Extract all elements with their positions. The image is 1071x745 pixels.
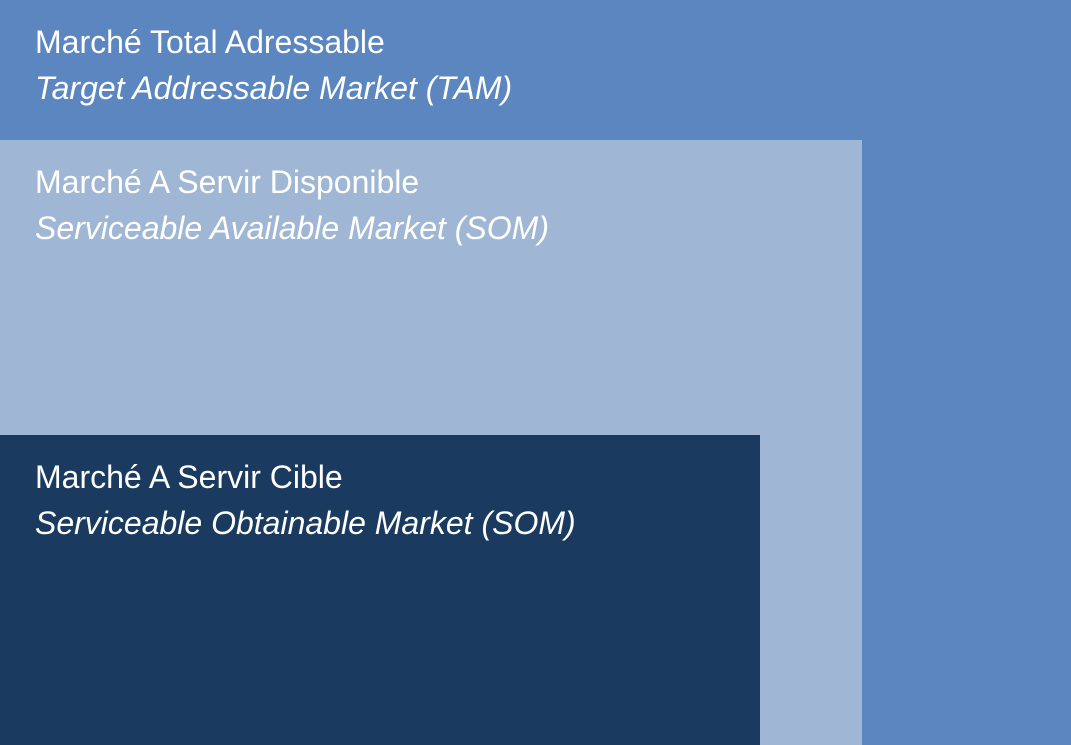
- som-subtitle: Serviceable Obtainable Market (SOM): [35, 503, 760, 545]
- som-box: Marché A Servir Cible Serviceable Obtain…: [0, 435, 760, 745]
- tam-title: Marché Total Adressable: [35, 22, 1071, 64]
- tam-subtitle: Target Addressable Market (TAM): [35, 68, 1071, 110]
- sam-subtitle: Serviceable Available Market (SOM): [35, 208, 862, 250]
- sam-title: Marché A Servir Disponible: [35, 162, 862, 204]
- som-title: Marché A Servir Cible: [35, 457, 760, 499]
